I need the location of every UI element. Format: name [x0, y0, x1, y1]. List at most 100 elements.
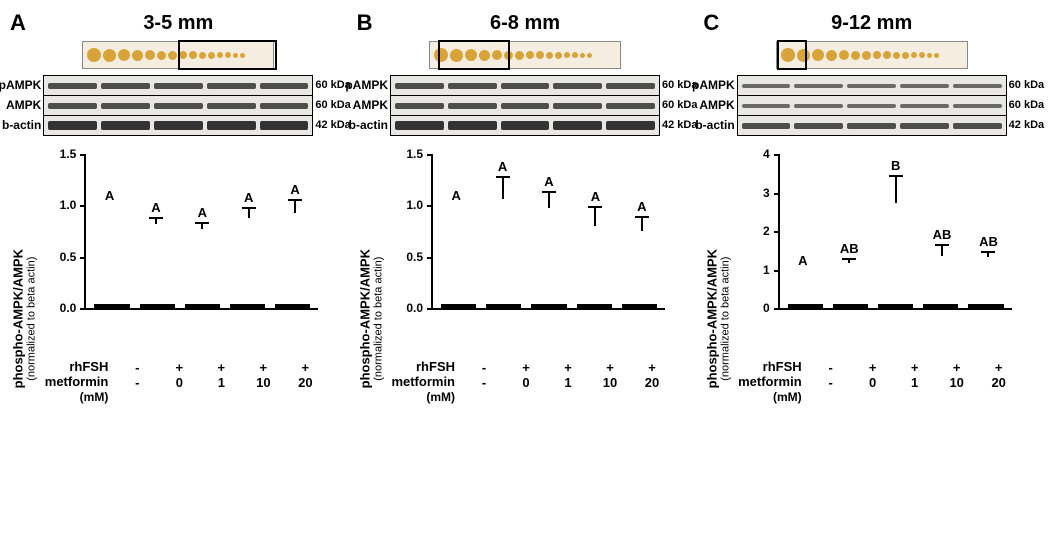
sig-letter: AB — [933, 227, 952, 242]
blot-row-label: pAMPK — [338, 75, 388, 95]
bar — [923, 304, 958, 308]
treat-label-metformin: metformin — [722, 375, 808, 389]
treat-label-rhfsh: rhFSH — [722, 360, 808, 374]
y-tick-label: 2 — [740, 224, 770, 238]
sig-letter: A — [451, 188, 460, 203]
sig-letter: AB — [979, 234, 998, 249]
y-axis-label: phospho-AMPK/AMPK(normalized to beta act… — [358, 249, 385, 388]
error-bar — [941, 244, 943, 256]
blot-kda-label: 60 kDa — [1009, 95, 1050, 115]
y-tick-label: 0.0 — [46, 301, 76, 315]
y-tick-label: 1.0 — [393, 198, 423, 212]
y-tick-label: 3 — [740, 186, 770, 200]
sig-letter: B — [891, 158, 900, 173]
treat-cell: + — [978, 360, 1020, 375]
blot-row-label: b-actin — [338, 115, 388, 135]
western-blot: pAMPKAMPKb-actin60 kDa60 kDa42 kDa — [43, 75, 313, 136]
treat-unit: (mM) — [28, 390, 114, 404]
treat-label-metformin: metformin — [28, 375, 114, 389]
error-bar — [548, 191, 550, 208]
error-bar — [641, 216, 643, 231]
sig-letter: A — [151, 200, 160, 215]
error-bar — [594, 206, 596, 226]
bar — [94, 304, 129, 308]
error-bar — [155, 217, 157, 224]
error-bar — [248, 207, 250, 217]
bar — [230, 304, 265, 308]
treat-cell: + — [631, 360, 673, 375]
treat-cell: + — [505, 360, 547, 375]
bead-strip — [357, 41, 694, 69]
sig-letter: AB — [840, 241, 859, 256]
bar — [531, 304, 566, 308]
treat-cell: 0 — [158, 375, 200, 390]
treat-cell: 0 — [852, 375, 894, 390]
treat-cell: + — [547, 360, 589, 375]
sig-letter: A — [637, 199, 646, 214]
treat-cell: + — [936, 360, 978, 375]
bar — [833, 304, 868, 308]
sig-letter: A — [591, 189, 600, 204]
bar — [788, 304, 823, 308]
treat-cell: - — [810, 360, 852, 375]
treat-cell: 20 — [631, 375, 673, 390]
bar — [577, 304, 612, 308]
error-bar — [848, 258, 850, 264]
y-tick-label: 0.5 — [46, 250, 76, 264]
y-tick-label: 1.0 — [46, 198, 76, 212]
y-tick-label: 0.0 — [393, 301, 423, 315]
y-tick-label: 0.5 — [393, 250, 423, 264]
treat-cell: + — [158, 360, 200, 375]
sig-letter: A — [498, 159, 507, 174]
treatment-table: rhFSH-++++metformin-011020(mM) — [375, 360, 675, 404]
bar — [275, 304, 310, 308]
blot-row-label: pAMPK — [685, 75, 735, 95]
panel-letter: B — [357, 10, 373, 36]
treat-cell: 1 — [200, 375, 242, 390]
treat-cell: 10 — [242, 375, 284, 390]
panel-letter: C — [703, 10, 719, 36]
bead-strip — [10, 41, 347, 69]
treat-cell: - — [463, 360, 505, 375]
sig-letter: A — [244, 190, 253, 205]
error-bar — [502, 176, 504, 200]
treat-cell: 20 — [978, 375, 1020, 390]
treat-cell: - — [116, 360, 158, 375]
treat-cell: + — [894, 360, 936, 375]
sig-letter: A — [798, 253, 807, 268]
bar-chart: phospho-AMPK/AMPK(normalized to beta act… — [375, 144, 675, 354]
bead-strip — [703, 41, 1040, 69]
treat-label-rhfsh: rhFSH — [375, 360, 461, 374]
y-tick-label: 1 — [740, 263, 770, 277]
blot-row-label: pAMPK — [0, 75, 41, 95]
treat-cell: + — [284, 360, 326, 375]
blot-row-label: b-actin — [0, 115, 41, 135]
bar — [486, 304, 521, 308]
y-tick-label: 0 — [740, 301, 770, 315]
panel-C: C9-12 mmpAMPKAMPKb-actin60 kDa60 kDa42 k… — [703, 10, 1040, 404]
y-tick-label: 4 — [740, 147, 770, 161]
sig-letter: A — [198, 205, 207, 220]
y-axis-label: phospho-AMPK/AMPK(normalized to beta act… — [704, 249, 731, 388]
panel-letter: A — [10, 10, 26, 36]
error-bar — [201, 222, 203, 229]
treat-cell: 0 — [505, 375, 547, 390]
panel-A: A3-5 mmpAMPKAMPKb-actin60 kDa60 kDa42 kD… — [10, 10, 347, 404]
treat-cell: 10 — [936, 375, 978, 390]
error-bar — [895, 175, 897, 203]
treatment-table: rhFSH-++++metformin-011020(mM) — [28, 360, 328, 404]
sig-letter: A — [544, 174, 553, 189]
treat-cell: - — [116, 375, 158, 390]
treat-cell: - — [810, 375, 852, 390]
error-bar — [294, 199, 296, 212]
bar — [441, 304, 476, 308]
sig-letter: A — [105, 188, 114, 203]
western-blot: pAMPKAMPKb-actin60 kDa60 kDa42 kDa — [737, 75, 1007, 136]
sig-letter: A — [290, 182, 299, 197]
bar — [968, 304, 1003, 308]
treat-cell: 20 — [284, 375, 326, 390]
error-bar — [987, 251, 989, 256]
bar — [622, 304, 657, 308]
treat-cell: 1 — [894, 375, 936, 390]
treat-cell: + — [200, 360, 242, 375]
